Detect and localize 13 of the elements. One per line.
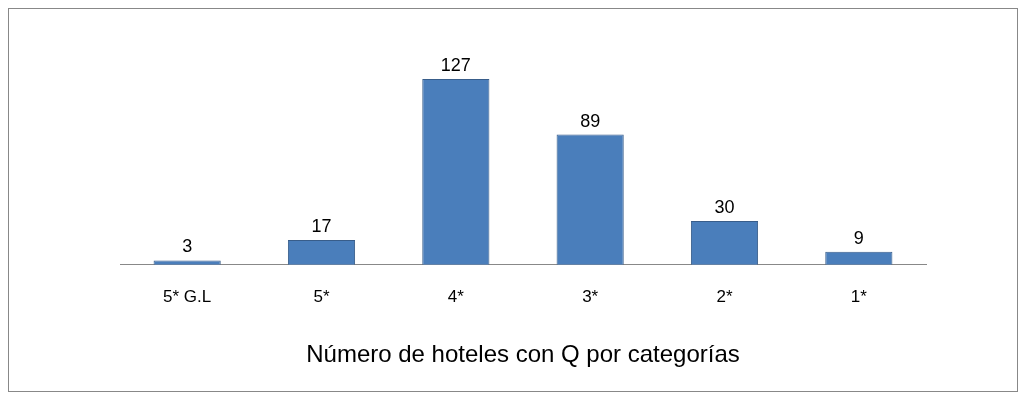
data-label: 17	[311, 215, 332, 236]
x-tick-label: 5* G.L	[163, 286, 212, 306]
data-label: 89	[580, 110, 601, 131]
x-tick-label: 3*	[582, 286, 599, 306]
data-label: 9	[853, 227, 864, 248]
text: Número de hoteles con Q por categorías	[306, 340, 740, 368]
data-label: 127	[440, 54, 471, 75]
x-tick-label: 1*	[850, 286, 868, 306]
x-tick-label: 2*	[716, 286, 733, 306]
data-label: 3	[182, 236, 193, 257]
x-tick-label: 5*	[313, 286, 330, 306]
x-tick-label: 4*	[447, 286, 465, 306]
data-label: 30	[714, 196, 735, 217]
